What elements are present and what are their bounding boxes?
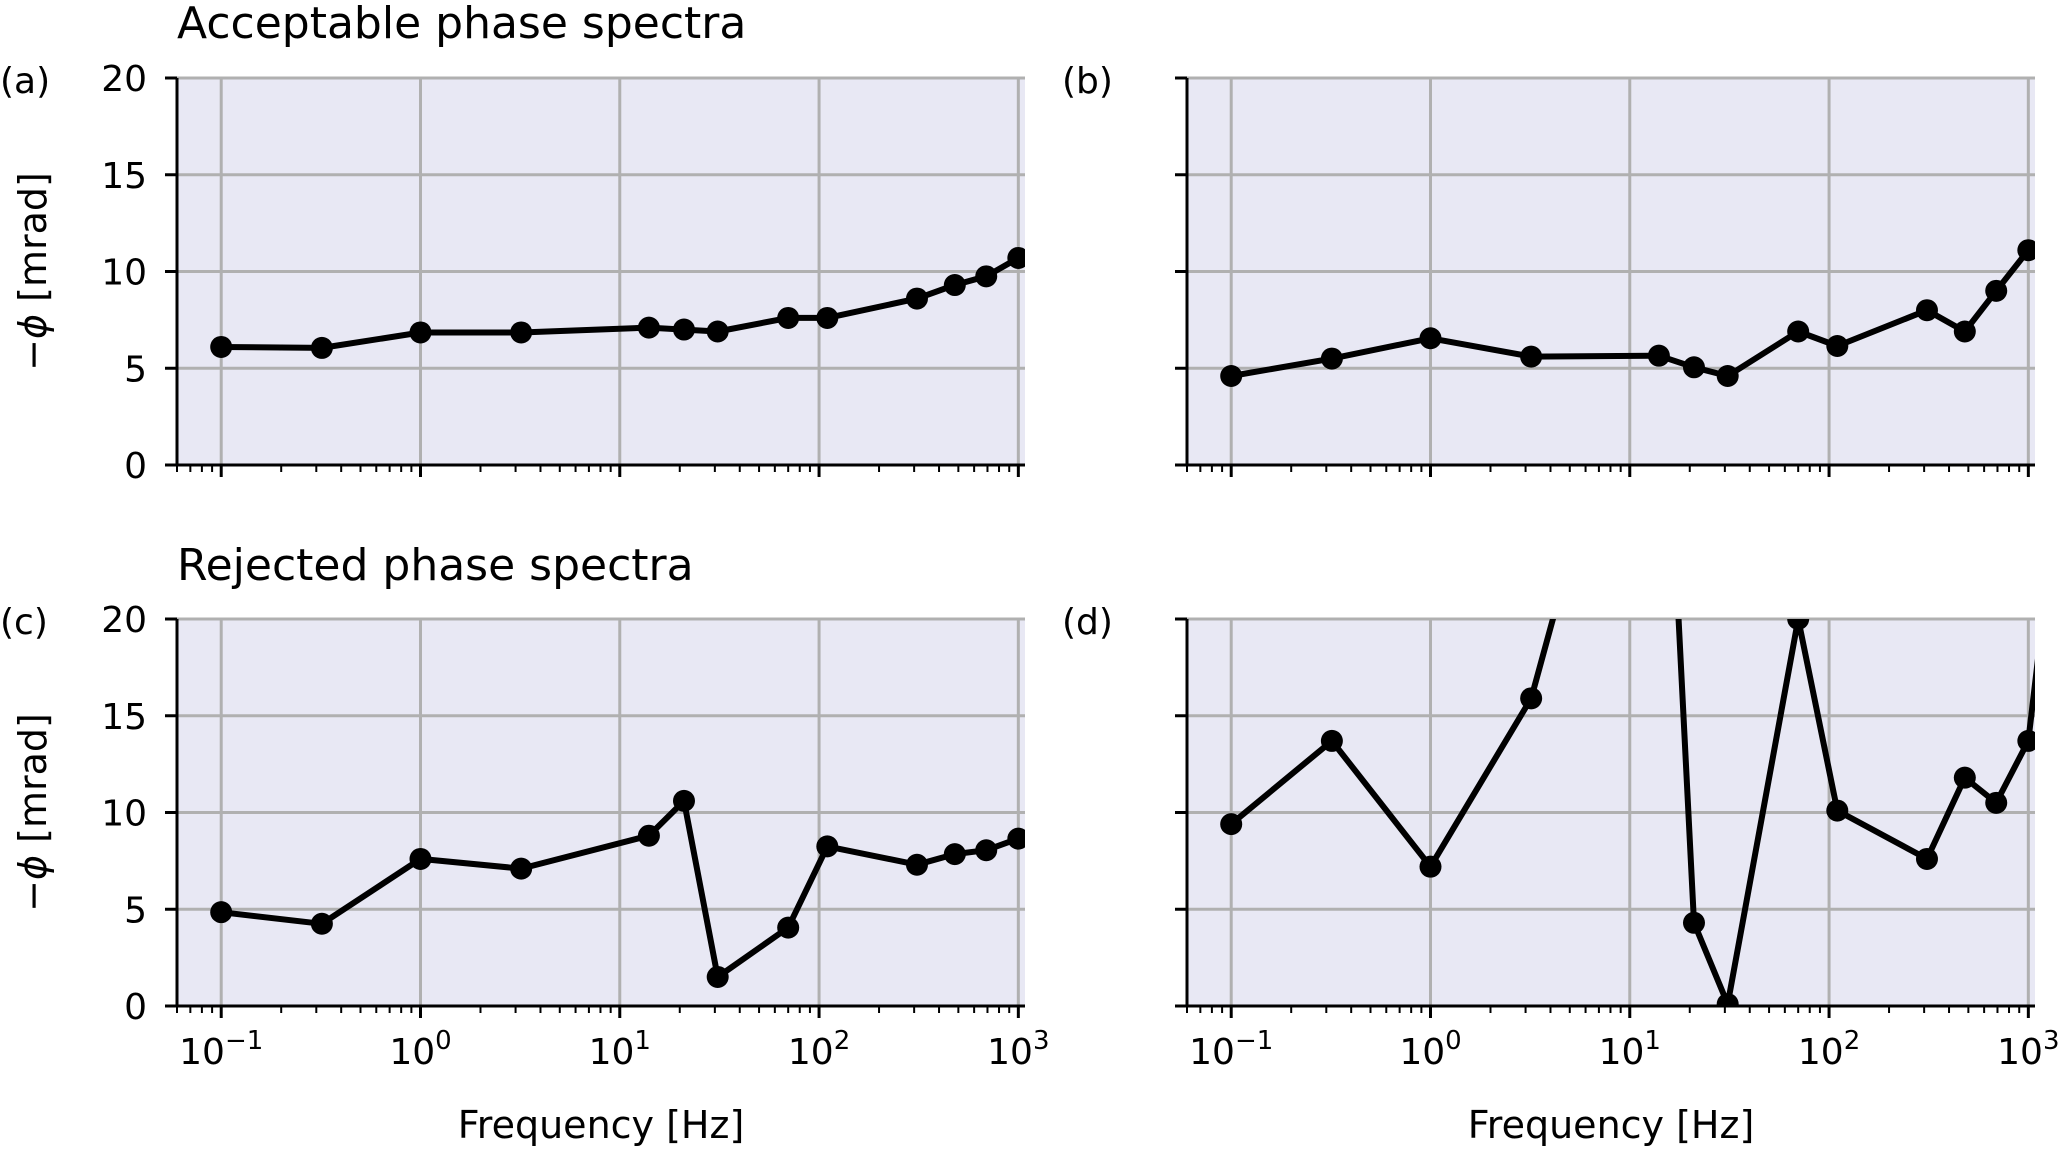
panel-label: (a) bbox=[0, 61, 50, 102]
x-tick-label: 102 bbox=[788, 1026, 850, 1073]
series-clip bbox=[1220, 239, 2035, 387]
y-tick-label: 0 bbox=[124, 446, 147, 487]
series-clip bbox=[210, 246, 1025, 359]
data-point bbox=[1787, 619, 1810, 630]
heading-acceptable: Acceptable phase spectra bbox=[177, 0, 746, 49]
data-point bbox=[1520, 687, 1543, 710]
data-point bbox=[409, 321, 432, 344]
y-tick-label: 15 bbox=[101, 156, 147, 197]
data-point bbox=[1682, 356, 1705, 379]
data-point bbox=[310, 336, 333, 359]
data-point bbox=[1826, 799, 1849, 822]
panel-a: 0 5 10 15 20 (a) −ϕ [mrad] bbox=[0, 59, 1025, 487]
x-tick-label: 103 bbox=[987, 1026, 1049, 1073]
series-clip bbox=[1220, 619, 2035, 1006]
data-point bbox=[706, 320, 729, 343]
data-point bbox=[943, 843, 966, 866]
x-axis-label: Frequency [Hz] bbox=[1468, 1103, 1755, 1147]
y-tick-label: 20 bbox=[101, 59, 147, 100]
data-point bbox=[1220, 813, 1243, 836]
x-tick-label: 101 bbox=[589, 1026, 651, 1073]
data-point bbox=[637, 824, 660, 847]
data-point bbox=[1985, 791, 2008, 814]
y-tick-label: 10 bbox=[101, 253, 147, 294]
data-point bbox=[210, 901, 233, 924]
data-point bbox=[409, 847, 432, 870]
y-tick-label: 20 bbox=[101, 600, 147, 641]
data-point bbox=[1716, 993, 1739, 1006]
y-tick-label: 15 bbox=[101, 697, 147, 738]
data-point bbox=[1220, 364, 1243, 387]
data-point bbox=[706, 965, 729, 988]
series-clip bbox=[210, 789, 1025, 988]
data-point bbox=[1520, 345, 1543, 368]
data-point bbox=[1007, 246, 1025, 269]
data-point bbox=[905, 853, 928, 876]
y-tick-label: 0 bbox=[124, 987, 147, 1028]
data-point bbox=[510, 321, 533, 344]
y-tick-label: 5 bbox=[124, 349, 147, 390]
x-tick-label: 10−1 bbox=[179, 1026, 263, 1073]
data-point bbox=[905, 287, 928, 310]
data-point bbox=[1915, 847, 1938, 870]
data-point bbox=[1716, 364, 1739, 387]
data-point bbox=[1647, 344, 1670, 367]
data-point bbox=[777, 916, 800, 939]
x-axis-label: Frequency [Hz] bbox=[458, 1103, 745, 1147]
data-point bbox=[943, 274, 966, 297]
data-point bbox=[510, 857, 533, 880]
data-point bbox=[1953, 320, 1976, 343]
data-point bbox=[1419, 855, 1442, 878]
x-tick-label: 100 bbox=[389, 1026, 451, 1073]
panel-b: (b) bbox=[1062, 61, 2035, 477]
data-point bbox=[672, 789, 695, 812]
panel-d: 10−1 100 101 102 103 (d) Frequency [Hz] bbox=[1062, 602, 2060, 1147]
y-axis-label: −ϕ [mrad] bbox=[11, 713, 55, 912]
data-point bbox=[2017, 729, 2035, 752]
panel-label: (d) bbox=[1062, 602, 1113, 643]
data-point bbox=[1320, 347, 1343, 370]
data-point bbox=[1007, 827, 1025, 850]
data-point bbox=[210, 335, 233, 358]
data-point bbox=[777, 306, 800, 329]
x-tick-label: 102 bbox=[1798, 1026, 1860, 1073]
data-point bbox=[1320, 729, 1343, 752]
x-tick-label: 103 bbox=[1997, 1026, 2059, 1073]
data-point bbox=[1985, 279, 2008, 302]
data-point bbox=[975, 839, 998, 862]
x-tick-label: 101 bbox=[1599, 1026, 1661, 1073]
data-point bbox=[1682, 911, 1705, 934]
data-point bbox=[816, 835, 839, 858]
y-tick-label: 5 bbox=[124, 890, 147, 931]
panel-label: (c) bbox=[0, 602, 48, 643]
panel-c: 0 5 10 15 20 10−1 100 101 102 103 (c) −ϕ [mrad] Freq… bbox=[0, 600, 1050, 1147]
data-point bbox=[975, 265, 998, 288]
data-point bbox=[816, 306, 839, 329]
data-point bbox=[2017, 239, 2035, 262]
data-point bbox=[1787, 320, 1810, 343]
heading-rejected: Rejected phase spectra bbox=[177, 540, 694, 591]
data-point bbox=[1953, 766, 1976, 789]
data-point bbox=[310, 912, 333, 935]
data-point bbox=[1419, 327, 1442, 350]
x-tick-label: 100 bbox=[1399, 1026, 1461, 1073]
x-tick-label: 10−1 bbox=[1189, 1026, 1273, 1073]
data-point bbox=[1915, 299, 1938, 322]
panel-label: (b) bbox=[1062, 61, 1113, 102]
data-point bbox=[637, 316, 660, 339]
data-point bbox=[672, 318, 695, 341]
y-tick-label: 10 bbox=[101, 794, 147, 835]
y-axis-label: −ϕ [mrad] bbox=[11, 172, 55, 371]
data-point bbox=[1826, 334, 1849, 357]
